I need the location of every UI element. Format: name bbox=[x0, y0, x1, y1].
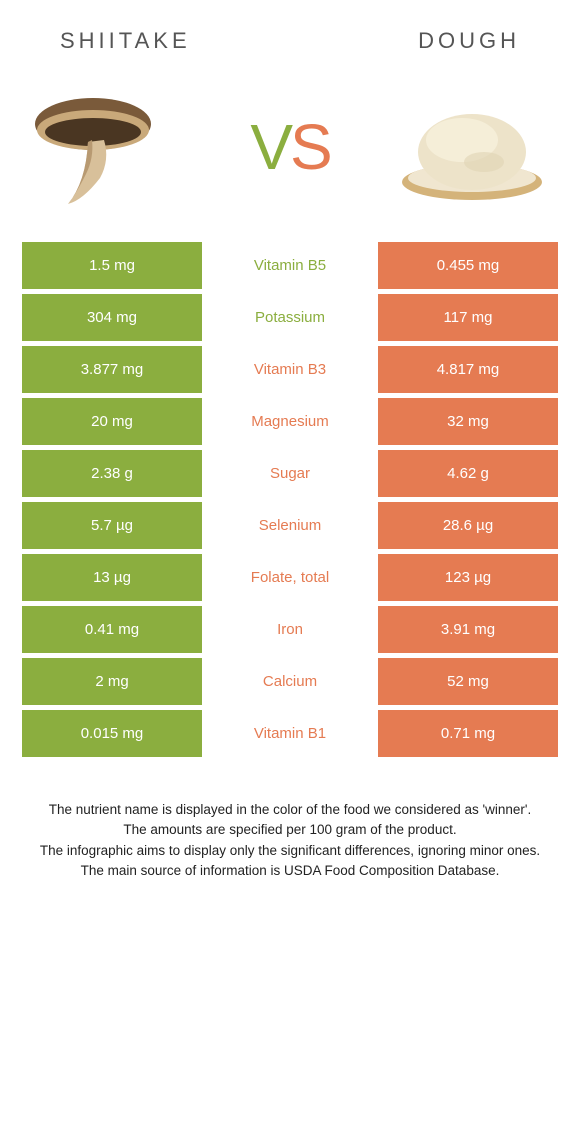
infographic-container: SHIITAKE DOUGH VS 1.5 mgVitam bbox=[0, 0, 580, 881]
table-row: 1.5 mgVitamin B50.455 mg bbox=[22, 242, 558, 289]
nutrient-name-cell: Vitamin B1 bbox=[202, 710, 378, 757]
nutrient-name-cell: Calcium bbox=[202, 658, 378, 705]
nutrient-name-cell: Vitamin B5 bbox=[202, 242, 378, 289]
mushroom-icon bbox=[28, 82, 188, 212]
table-row: 2 mgCalcium52 mg bbox=[22, 658, 558, 705]
dough-icon bbox=[392, 82, 552, 212]
footnote-line: The infographic aims to display only the… bbox=[30, 841, 550, 861]
nutrient-name-cell: Folate, total bbox=[202, 554, 378, 601]
nutrient-name-cell: Vitamin B3 bbox=[202, 346, 378, 393]
table-row: 20 mgMagnesium32 mg bbox=[22, 398, 558, 445]
left-value-cell: 3.877 mg bbox=[22, 346, 202, 393]
footnote-line: The main source of information is USDA F… bbox=[30, 861, 550, 881]
right-value-cell: 4.62 g bbox=[378, 450, 558, 497]
vs-s-letter: S bbox=[290, 115, 330, 179]
right-value-cell: 28.6 µg bbox=[378, 502, 558, 549]
left-value-cell: 2 mg bbox=[22, 658, 202, 705]
left-value-cell: 0.41 mg bbox=[22, 606, 202, 653]
left-value-cell: 304 mg bbox=[22, 294, 202, 341]
left-value-cell: 13 µg bbox=[22, 554, 202, 601]
table-row: 3.877 mgVitamin B34.817 mg bbox=[22, 346, 558, 393]
right-value-cell: 52 mg bbox=[378, 658, 558, 705]
nutrient-name-cell: Potassium bbox=[202, 294, 378, 341]
nutrient-name-cell: Magnesium bbox=[202, 398, 378, 445]
table-row: 5.7 µgSelenium28.6 µg bbox=[22, 502, 558, 549]
table-row: 0.41 mgIron3.91 mg bbox=[22, 606, 558, 653]
dough-image bbox=[392, 82, 552, 212]
shiitake-image bbox=[28, 82, 188, 212]
titles-row: SHIITAKE DOUGH bbox=[0, 0, 580, 72]
right-value-cell: 0.71 mg bbox=[378, 710, 558, 757]
nutrient-table: 1.5 mgVitamin B50.455 mg304 mgPotassium1… bbox=[0, 242, 580, 757]
footnotes: The nutrient name is displayed in the co… bbox=[0, 762, 580, 881]
hero-row: VS bbox=[0, 72, 580, 242]
footnote-line: The amounts are specified per 100 gram o… bbox=[30, 820, 550, 840]
right-value-cell: 32 mg bbox=[378, 398, 558, 445]
left-value-cell: 5.7 µg bbox=[22, 502, 202, 549]
left-food-title: SHIITAKE bbox=[60, 28, 191, 54]
right-value-cell: 117 mg bbox=[378, 294, 558, 341]
right-value-cell: 4.817 mg bbox=[378, 346, 558, 393]
nutrient-name-cell: Iron bbox=[202, 606, 378, 653]
nutrient-name-cell: Selenium bbox=[202, 502, 378, 549]
left-value-cell: 20 mg bbox=[22, 398, 202, 445]
right-value-cell: 0.455 mg bbox=[378, 242, 558, 289]
nutrient-name-cell: Sugar bbox=[202, 450, 378, 497]
left-value-cell: 0.015 mg bbox=[22, 710, 202, 757]
vs-v-letter: V bbox=[250, 115, 290, 179]
table-row: 13 µgFolate, total123 µg bbox=[22, 554, 558, 601]
vs-label: VS bbox=[250, 115, 329, 179]
table-row: 2.38 gSugar4.62 g bbox=[22, 450, 558, 497]
left-value-cell: 2.38 g bbox=[22, 450, 202, 497]
table-row: 304 mgPotassium117 mg bbox=[22, 294, 558, 341]
right-value-cell: 123 µg bbox=[378, 554, 558, 601]
table-row: 0.015 mgVitamin B10.71 mg bbox=[22, 710, 558, 757]
right-food-title: DOUGH bbox=[418, 28, 520, 54]
left-value-cell: 1.5 mg bbox=[22, 242, 202, 289]
right-value-cell: 3.91 mg bbox=[378, 606, 558, 653]
footnote-line: The nutrient name is displayed in the co… bbox=[30, 800, 550, 820]
